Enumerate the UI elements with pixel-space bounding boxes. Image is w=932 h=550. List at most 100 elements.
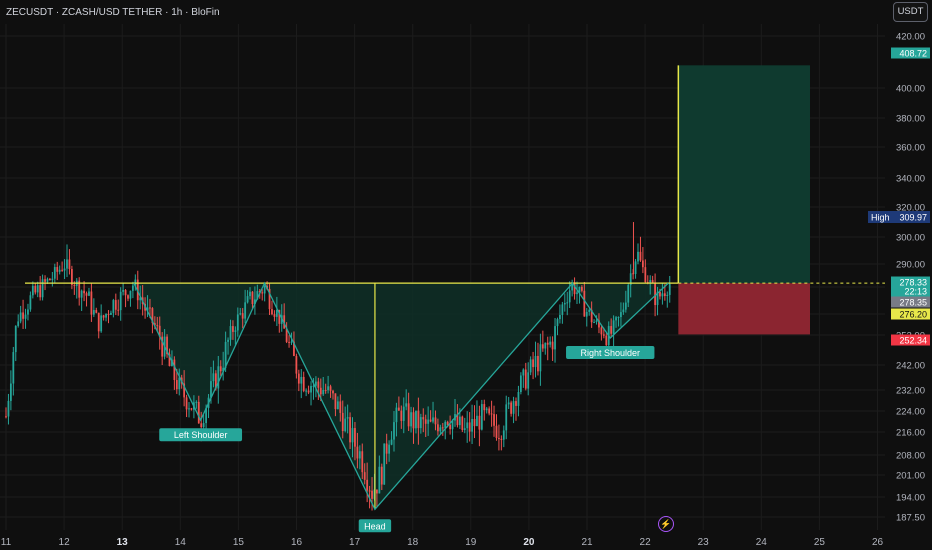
- candle-body: [493, 414, 495, 426]
- candle-body: [46, 278, 49, 282]
- x-axis-tick-label: 23: [698, 537, 710, 548]
- candle-body: [641, 260, 644, 268]
- candle-body: [610, 326, 613, 334]
- candle-body: [490, 413, 493, 415]
- candle-body: [188, 408, 190, 410]
- candle-body: [315, 381, 317, 386]
- candle-body: [537, 355, 539, 372]
- candle-body: [500, 438, 503, 440]
- candle-body: [168, 354, 171, 367]
- candle-body: [341, 412, 344, 432]
- x-axis-tick-label: 26: [872, 537, 884, 548]
- candle-body: [461, 416, 464, 431]
- candle-body: [73, 285, 76, 287]
- candle-body: [354, 428, 356, 447]
- candle-body: [627, 285, 630, 303]
- high-tag-label: High: [871, 213, 890, 223]
- x-axis-tick-label: 20: [523, 537, 535, 548]
- candle-body: [112, 300, 115, 313]
- target-zone: [678, 65, 810, 284]
- candle-body: [498, 437, 500, 439]
- candle-body: [268, 288, 271, 310]
- candle-body: [349, 417, 351, 443]
- candle-body: [378, 466, 381, 494]
- candle-body: [95, 310, 98, 313]
- annotation-tag-bg: [358, 519, 392, 533]
- high-tag-value: 309.97: [899, 213, 927, 223]
- candle-body: [251, 291, 254, 304]
- candle-body: [532, 359, 534, 368]
- candle-body: [534, 355, 537, 368]
- candle-body: [53, 267, 56, 279]
- y-axis-tick-label: 242.00: [896, 361, 925, 372]
- candle-body: [517, 392, 520, 406]
- candle-body: [576, 292, 578, 295]
- candle-body: [100, 315, 103, 332]
- candle-body: [117, 309, 120, 311]
- candle-body: [495, 425, 498, 438]
- candle-body: [58, 269, 61, 272]
- candle-body: [22, 312, 24, 319]
- stop-zone: [678, 283, 810, 335]
- candle-body: [388, 444, 391, 454]
- candle-body: [24, 314, 27, 319]
- price-tag-bg: [891, 308, 930, 320]
- candle-body: [161, 336, 164, 357]
- candle-body: [41, 279, 44, 298]
- candles: [5, 222, 671, 511]
- candle-body: [293, 341, 295, 356]
- lightning-icon[interactable]: ⚡: [658, 516, 674, 532]
- candle-body: [105, 314, 107, 318]
- candle-body: [324, 389, 327, 391]
- candle-body: [407, 403, 410, 427]
- y-axis-tick-label: 320.00: [896, 203, 925, 214]
- candle-body: [183, 383, 186, 398]
- y-axis-tick-label: 420.00: [896, 32, 925, 43]
- candle-body: [363, 472, 366, 480]
- pattern-line: [133, 281, 669, 511]
- annotation-label: Left Shoulder: [174, 430, 228, 440]
- candle-body: [358, 451, 361, 459]
- candle-body: [88, 291, 90, 296]
- candle-body: [612, 320, 615, 334]
- candle-body: [305, 390, 308, 392]
- candle-body: [580, 286, 583, 291]
- candle-body: [417, 410, 420, 429]
- candle-body: [339, 401, 342, 413]
- candle-body: [563, 303, 566, 305]
- y-axis-tick-label: 400.00: [896, 84, 925, 95]
- high-tag-bg: [868, 211, 930, 223]
- candle-body: [114, 300, 117, 310]
- candle-body: [551, 341, 554, 350]
- candle-body: [473, 418, 476, 427]
- candle-body: [556, 319, 559, 327]
- candle-body: [241, 313, 244, 319]
- candle-body: [656, 291, 659, 306]
- candle-body: [131, 285, 134, 291]
- price-tag-value: 252.34: [899, 336, 927, 346]
- candle-body: [210, 381, 212, 398]
- candle-body: [205, 408, 207, 424]
- candle-body: [351, 428, 354, 443]
- candle-body: [119, 291, 122, 311]
- currency-button[interactable]: USDT: [893, 2, 928, 22]
- candle-body: [302, 376, 305, 391]
- candle-body: [439, 427, 442, 432]
- candle-body: [573, 282, 576, 295]
- candle-body: [158, 325, 161, 337]
- candle-body: [124, 290, 127, 296]
- candle-body: [285, 328, 288, 342]
- candle-body: [195, 401, 198, 403]
- symbol-title: ZECUSDT · ZCASH/USD TETHER · 1h · BloFin: [6, 7, 220, 18]
- candle-body: [649, 280, 652, 284]
- candle-body: [68, 259, 71, 270]
- candle-body: [356, 446, 359, 459]
- candle-body: [476, 415, 478, 427]
- candle-body: [256, 291, 259, 300]
- candle-body: [471, 418, 473, 432]
- candle-body: [173, 359, 176, 381]
- candle-body: [588, 309, 591, 312]
- candle-body: [598, 320, 600, 328]
- candle-body: [600, 327, 603, 335]
